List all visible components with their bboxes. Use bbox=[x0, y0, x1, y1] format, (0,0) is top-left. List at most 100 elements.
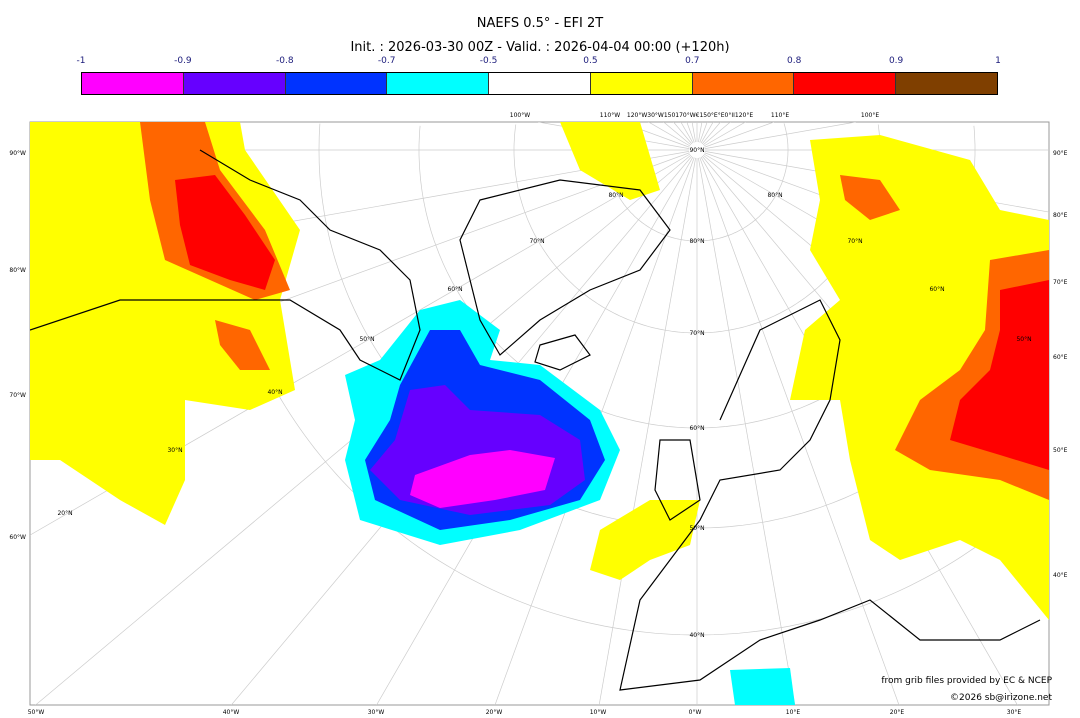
colorbar-tick-label: -0.8 bbox=[275, 56, 294, 66]
graticule-label: 40°E bbox=[1053, 572, 1068, 579]
graticule-label: 80°N bbox=[689, 238, 704, 245]
graticule-label: 20°E bbox=[890, 709, 905, 716]
colorbar-tick-label: 0.9 bbox=[888, 56, 904, 66]
efi-area-yellow-arctic bbox=[560, 122, 660, 200]
graticule-label: 80°N bbox=[608, 192, 623, 199]
graticule-label: 10°W bbox=[590, 709, 607, 716]
efi-area-yellow-europe bbox=[590, 500, 700, 580]
colorbar-tick-label: 0.8 bbox=[787, 56, 802, 66]
colorbar-swatch bbox=[183, 73, 286, 94]
latitude-line bbox=[783, 123, 789, 150]
graticule-label: 30°N bbox=[167, 447, 182, 454]
efi-area-orange-ne bbox=[840, 175, 900, 220]
coastline-greenland bbox=[459, 179, 671, 356]
graticule-label: 80°E bbox=[1053, 212, 1068, 219]
graticule-label: 50°N bbox=[1016, 336, 1031, 343]
efi-area-yellow-east bbox=[790, 135, 1049, 620]
efi-area-red-east bbox=[950, 280, 1049, 470]
graticule-label: 120°W30°W150170°W€150°E°E0°II120°E bbox=[627, 112, 753, 119]
graticule-label: 80°W bbox=[9, 267, 26, 274]
graticule-label: 20°N bbox=[57, 510, 72, 517]
longitude-line bbox=[680, 122, 694, 144]
graticule-label: 110°W bbox=[600, 112, 620, 119]
longitude-line bbox=[702, 122, 731, 146]
graticule-label: 90°W bbox=[9, 150, 26, 157]
coastline-britain bbox=[654, 439, 701, 521]
graticule-label: 30°E bbox=[1007, 709, 1022, 716]
longitude-line bbox=[648, 122, 691, 147]
graticule-label: 60°E bbox=[1053, 354, 1068, 361]
longitude-line bbox=[698, 157, 796, 705]
coastline-canada bbox=[30, 149, 421, 381]
graticule-label: 60°N bbox=[929, 286, 944, 293]
longitude-line bbox=[663, 122, 692, 146]
coastline-iceland bbox=[534, 334, 591, 371]
longitude-line bbox=[699, 157, 900, 705]
longitude-line bbox=[704, 122, 856, 149]
longitude-line bbox=[673, 122, 693, 145]
colorbar-tick-label: -0.9 bbox=[174, 56, 192, 66]
efi-area-cyan-africa bbox=[730, 668, 795, 705]
colorbar-tick-label: 0.7 bbox=[685, 56, 700, 66]
graticule-label: 50°N bbox=[689, 525, 704, 532]
graticule-labels: 90°W 80°W 70°W 60°W 90°E 80°E 70°E 60°E 50°E 40°E… bbox=[9, 112, 1067, 716]
colorbar-swatch bbox=[794, 73, 897, 94]
colorbar-swatch bbox=[590, 73, 693, 94]
colorbar-swatch bbox=[692, 73, 795, 94]
colorbar-swatch bbox=[285, 73, 388, 94]
graticule-label: 70°N bbox=[529, 238, 544, 245]
longitude-line bbox=[699, 122, 708, 143]
graticule-label: 90°N bbox=[689, 147, 704, 154]
graticule-label: 10°E bbox=[786, 709, 801, 716]
colorbar-swatch bbox=[489, 73, 591, 94]
colorbar-swatch bbox=[896, 73, 998, 94]
colorbar-tick-label: -0.5 bbox=[479, 56, 498, 66]
efi-area-orange-west2 bbox=[215, 320, 270, 370]
graticule-label: 70°N bbox=[847, 238, 862, 245]
graticule-label: 60°N bbox=[447, 286, 462, 293]
colorbar-swatch bbox=[82, 73, 184, 94]
longitude-line bbox=[698, 122, 703, 143]
graticule-label: 0°W bbox=[689, 709, 702, 716]
longitude-line bbox=[686, 122, 695, 143]
copyright: ©2026 sb@irizone.net bbox=[950, 693, 1052, 703]
chart-title: NAEFS 0.5° - EFI 2T bbox=[476, 16, 604, 31]
graticule-label: 60°W bbox=[9, 534, 26, 541]
graticule-label: 50°E bbox=[1053, 447, 1068, 454]
colorbar bbox=[81, 72, 998, 95]
efi-area-red-west bbox=[175, 175, 275, 290]
graticule-label: 90°E bbox=[1053, 150, 1068, 157]
data-source-credit: from grib files provided by EC & NCEP bbox=[881, 676, 1052, 686]
longitude-line bbox=[598, 157, 696, 705]
graticule-label: 20°W bbox=[486, 709, 503, 716]
longitude-line bbox=[701, 122, 721, 145]
longitude-line bbox=[700, 122, 714, 144]
graticule-label: 110°E bbox=[771, 112, 789, 119]
colorbar-tick-label: -1 bbox=[76, 56, 86, 66]
graticule-label: 50°W bbox=[28, 709, 45, 716]
coastline-europe bbox=[619, 299, 1041, 691]
graticule-label: 30°W bbox=[368, 709, 385, 716]
graticule-label: 70°N bbox=[689, 330, 704, 337]
colorbar-tick-label: 0.5 bbox=[583, 56, 598, 66]
graticule-label: 40°W bbox=[223, 709, 240, 716]
graticule-label: 100°W bbox=[510, 112, 530, 119]
graticule-label: 70°E bbox=[1053, 279, 1068, 286]
graticule-label: 40°N bbox=[689, 632, 704, 639]
graticule-label: 80°N bbox=[767, 192, 782, 199]
graticule-label: 100°E bbox=[861, 112, 879, 119]
chart-subtitle: Init. : 2026-03-30 00Z - Valid. : 2026-0… bbox=[350, 40, 730, 55]
latitude-line bbox=[973, 125, 976, 150]
longitude-line bbox=[703, 122, 746, 147]
longitude-line bbox=[691, 122, 696, 143]
colorbar-swatch bbox=[387, 73, 490, 94]
colorbar-tick-label: 1 bbox=[995, 56, 1001, 66]
graticule-label: 40°N bbox=[267, 389, 282, 396]
longitude-line bbox=[704, 122, 775, 148]
colorbar-tick-label: -0.7 bbox=[377, 56, 396, 66]
graticule-label: 60°N bbox=[689, 425, 704, 432]
graticule-label: 70°W bbox=[9, 392, 26, 399]
efi-field bbox=[30, 122, 1049, 705]
graticule-label: 50°N bbox=[359, 336, 374, 343]
